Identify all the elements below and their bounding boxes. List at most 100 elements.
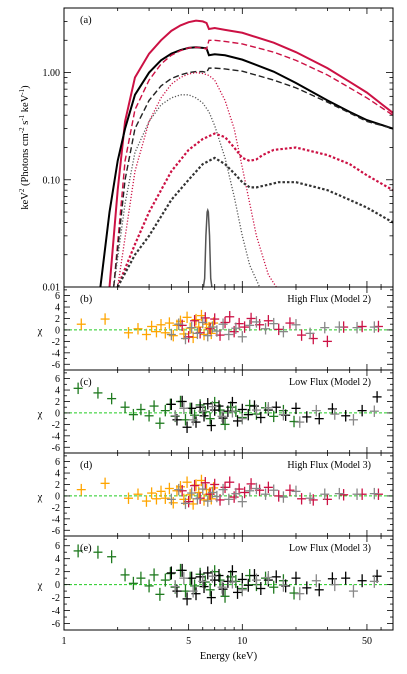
residual-point (100, 477, 110, 490)
residual-point (196, 309, 206, 322)
residual-points (73, 544, 382, 606)
panel-tag: (b) (80, 294, 93, 305)
residual-point (179, 571, 189, 585)
residual-point (133, 323, 143, 335)
residual-point (291, 319, 301, 331)
residual-point (144, 410, 154, 422)
panel-tag: (c) (80, 377, 92, 388)
residual-point (302, 411, 312, 423)
y-tick-label: 6 (55, 457, 60, 468)
residual-point (237, 583, 247, 597)
y-tick-label: 2 (55, 397, 60, 408)
y-axis-label-superscript: 2 (18, 188, 26, 192)
residual-point (285, 317, 295, 329)
residual-point (182, 476, 192, 488)
residual-point (73, 544, 83, 558)
residual-point (330, 408, 340, 420)
spectrum-series-4 (117, 71, 277, 287)
residual-point (251, 404, 261, 416)
residual-point (357, 574, 367, 588)
y-tick-label: 4 (55, 386, 60, 397)
spectrum-series-8 (202, 207, 213, 287)
residual-point (261, 323, 271, 335)
residual-point (156, 319, 166, 331)
residual-point (166, 493, 176, 506)
residual-point (187, 321, 197, 334)
residual-point (206, 591, 216, 605)
residual-point (291, 571, 301, 585)
residual-point (237, 331, 247, 343)
x-tick-label: 50 (362, 636, 372, 647)
residual-point (190, 579, 200, 593)
y-axis-label-superscript: -1 (18, 114, 26, 120)
residual-point (128, 408, 138, 421)
residual-point (256, 411, 266, 424)
y-axis-label-superscript: -2 (18, 127, 26, 133)
residual-point (240, 486, 250, 499)
residual-point (147, 487, 157, 499)
residual-point (170, 410, 180, 422)
residual-point (164, 317, 174, 329)
residual-point (128, 576, 138, 590)
residual-point (198, 574, 208, 588)
y-tick-label: -4 (52, 431, 60, 442)
y-axis-label: χ (37, 409, 43, 420)
residual-point (291, 402, 301, 415)
residual-point (203, 566, 213, 580)
y-axis-label-part: keV (20, 94, 31, 115)
panel-title: High Flux (Model 3) (287, 460, 371, 471)
residual-point (314, 583, 324, 597)
residual-point (218, 582, 228, 596)
residual-point (179, 328, 189, 340)
y-tick-label: 0.10 (43, 175, 61, 186)
residual-point (203, 398, 213, 410)
residual-point (220, 589, 230, 603)
y-axis-label: χ (37, 581, 43, 592)
residual-point (295, 416, 305, 428)
residual-point (210, 313, 220, 325)
residual-points (76, 309, 383, 348)
residual-point (274, 323, 284, 336)
residual-point (352, 488, 362, 500)
y-tick-label: 6 (55, 374, 60, 385)
y-tick-label: 0.01 (43, 283, 61, 294)
residual-point (93, 545, 103, 559)
residual-point (190, 409, 200, 421)
residual-point (73, 382, 83, 395)
residual-point (327, 572, 337, 586)
residual-point (192, 493, 202, 505)
residual-point (251, 316, 261, 328)
y-tick-label: -6 (52, 360, 60, 371)
y-tick-label: 1.00 (43, 68, 61, 79)
y-tick-label: 4 (55, 554, 60, 565)
residual-point (210, 478, 220, 491)
y-tick-label: 0 (55, 580, 60, 591)
residual-point (285, 484, 295, 496)
residual-point (225, 311, 235, 323)
residual-point (297, 329, 307, 341)
model-spectrum-panel: 0.010.101.00(a)keV2 (Photons cm-2 s-1 ke… (18, 7, 394, 294)
residual-point (120, 568, 130, 582)
y-axis-label-part: (Photons cm (20, 133, 31, 188)
x-tick-label: 5 (186, 636, 191, 647)
y-axis-label: χ (37, 492, 43, 503)
residual-point (212, 325, 222, 337)
residual-point (291, 485, 301, 498)
residual-point (149, 568, 159, 582)
residual-point (220, 316, 230, 329)
y-tick-label: 0 (55, 491, 60, 502)
residual-point (205, 583, 215, 597)
residual-point (369, 487, 379, 500)
spectrum-curves (99, 19, 393, 287)
residual-point (269, 317, 279, 330)
residual-point (263, 571, 273, 584)
y-tick-label: 4 (55, 469, 60, 480)
y-tick-label: 6 (55, 291, 60, 302)
residual-point (348, 414, 358, 426)
residual-point (269, 484, 279, 496)
residual-point (76, 318, 86, 330)
residual-point (357, 404, 367, 417)
